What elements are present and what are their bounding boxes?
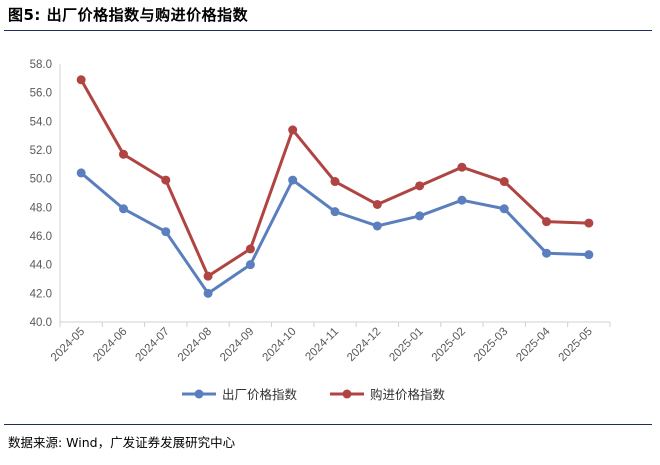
y-tick-label: 56.0 [30,88,52,100]
x-tick-label: 2024-08 [176,326,214,364]
data-point-series-2 [499,177,509,187]
x-tick-label: 2024-07 [134,326,172,364]
figure-title: 图5: 出厂价格指数与购进价格指数 [8,6,249,24]
data-point-series-1 [330,207,340,217]
x-tick-label: 2025-02 [430,326,468,364]
x-tick-labels: 2024-05 2024-06 2024-07 2024-08 2024-09 2024-… [49,322,611,364]
data-point-series-1 [584,250,594,260]
series-group [76,75,594,298]
legend: 出厂价格指数 购进价格指数 [182,387,446,402]
y-tick-label: 40.0 [30,317,52,329]
data-point-series-1 [118,204,128,214]
data-point-series-2 [203,271,213,281]
y-tick-label: 52.0 [30,145,52,157]
data-point-series-1 [372,221,382,231]
x-tick-label: 2024-10 [260,326,298,364]
y-tick-label: 44.0 [30,260,52,272]
data-point-series-1 [457,195,467,205]
data-point-series-1 [161,227,171,237]
legend-swatch-marker [194,389,204,399]
data-point-series-1 [415,211,425,221]
y-tick-label: 58.0 [30,59,52,71]
y-tick-labels: 40.0 42.0 44.0 46.0 48.0 50.0 52.0 54.0 56.0 58.0 [30,59,52,329]
footer-divider [4,424,652,425]
data-point-series-2 [118,149,128,159]
data-point-series-2 [457,162,467,172]
x-tick-label: 2024-09 [218,326,256,364]
legend-swatch-marker [342,389,352,399]
legend-label: 购进价格指数 [370,387,446,402]
data-point-series-2 [76,75,86,85]
y-tick-label: 54.0 [30,116,52,128]
title-divider [4,30,652,31]
line-chart: 40.0 42.0 44.0 46.0 48.0 50.0 52.0 54.0 56.0 58.0… [30,59,611,402]
data-point-series-2 [245,244,255,254]
legend-label: 出厂价格指数 [222,387,298,402]
x-tick-label: 2024-06 [91,326,129,364]
data-point-series-1 [245,260,255,270]
x-tick-label: 2024-05 [49,326,87,364]
data-point-series-2 [372,199,382,209]
x-tick-label: 2025-01 [387,326,425,364]
data-point-series-2 [161,175,171,185]
data-point-series-1 [288,175,298,185]
data-point-series-2 [415,181,425,191]
data-point-series-1 [499,204,509,214]
data-point-series-2 [584,218,594,228]
y-tick-label: 50.0 [30,174,52,186]
y-tick-label: 46.0 [30,231,52,243]
data-point-series-2 [330,177,340,187]
x-tick-label: 2024-11 [303,326,341,364]
x-tick-label: 2025-03 [472,326,510,364]
x-tick-label: 2024-12 [345,326,383,364]
x-tick-label: 2025-04 [514,325,553,364]
data-point-series-1 [203,288,213,298]
y-tick-label: 48.0 [30,202,52,214]
data-point-series-1 [76,168,86,178]
data-point-series-1 [542,248,552,258]
x-tick-label: 2025-05 [557,326,595,364]
data-point-series-2 [288,125,298,135]
data-point-series-2 [542,217,552,227]
y-tick-label: 42.0 [30,288,52,300]
source-note: 数据来源: Wind，广发证券发展研究中心 [8,435,236,450]
